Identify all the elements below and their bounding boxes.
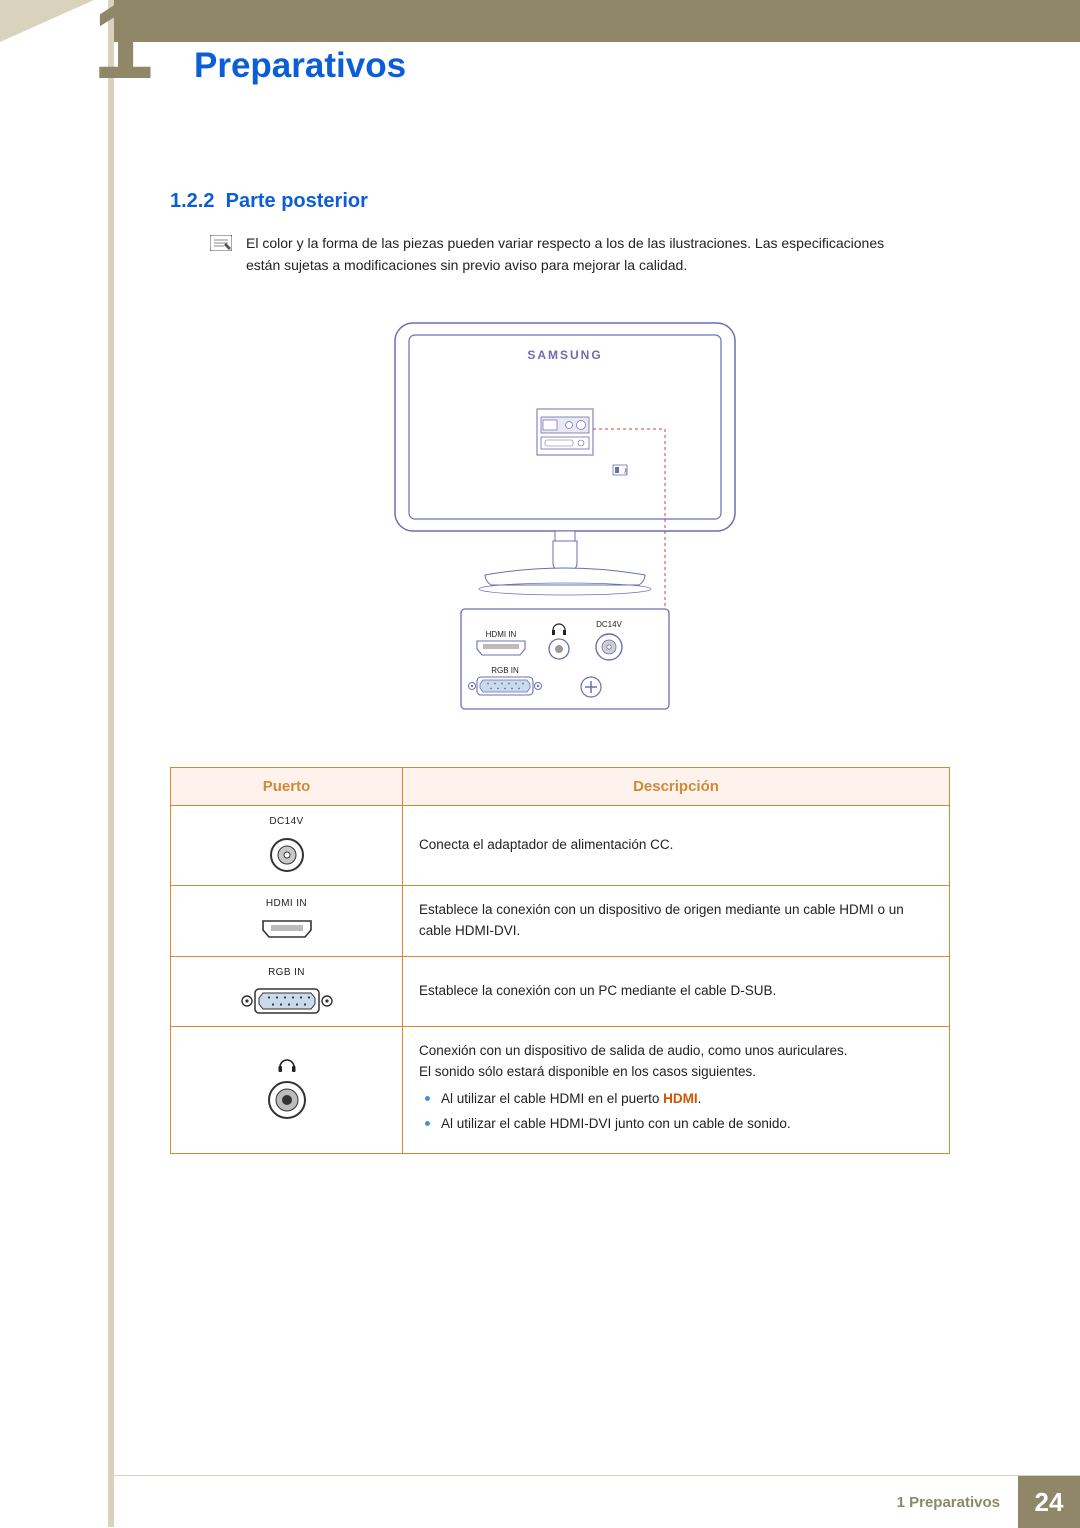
page: 1 Preparativos 1.2.2 Parte posterior El … (0, 0, 1080, 1527)
monitor-svg: SAMSUNG ⚷ (365, 317, 765, 737)
port-cell-audio (171, 1026, 403, 1153)
brand-text: SAMSUNG (527, 348, 602, 362)
footer-label: 1 Preparativos (879, 1476, 1018, 1528)
diagram-hdmi-label: HDMI IN (486, 630, 517, 639)
desc-text: Establece la conexión con un dispositivo… (419, 900, 933, 942)
content-area: 1.2.2 Parte posterior El color y la form… (170, 190, 960, 1154)
left-margin (0, 0, 108, 1527)
table-row: HDMI IN Establece la conexión con un dis… (171, 886, 950, 957)
bullet-item: Al utilizar el cable HDMI en el puerto H… (419, 1089, 933, 1110)
dc-port-icon (267, 835, 307, 875)
diagram-rgb-label: RGB IN (491, 666, 519, 675)
table-row: DC14V Conecta el adaptador de alimentaci… (171, 806, 950, 886)
bullet-list: Al utilizar el cable HDMI en el puerto H… (419, 1089, 933, 1135)
th-port: Puerto (171, 768, 403, 806)
section-heading: 1.2.2 Parte posterior (170, 190, 960, 213)
desc-cell: Establece la conexión con un dispositivo… (403, 886, 950, 957)
svg-text:⚷: ⚷ (623, 468, 628, 475)
port-table: Puerto Descripción DC14V (170, 767, 950, 1154)
desc-line-1: Conexión con un dispositivo de salida de… (419, 1041, 933, 1062)
table-row: Conexión con un dispositivo de salida de… (171, 1026, 950, 1153)
bullet-text-pre: Al utilizar el cable HDMI-DVI junto con … (441, 1116, 791, 1131)
bullet-text-pre: Al utilizar el cable HDMI en el puerto (441, 1091, 663, 1106)
hdmi-port-icon (259, 917, 315, 943)
note-line-1: El color y la forma de las piezas pueden… (210, 235, 960, 251)
port-label: DC14V (269, 816, 303, 827)
rgb-port-icon (239, 986, 335, 1016)
desc-cell: Establece la conexión con un PC mediante… (403, 956, 950, 1026)
left-accent-bar (108, 0, 114, 1527)
port-label: RGB IN (268, 967, 305, 978)
headphone-icon (277, 1058, 297, 1074)
port-cell-hdmi: HDMI IN (171, 886, 403, 957)
page-title: Preparativos (194, 46, 406, 86)
section-title: Parte posterior (226, 190, 368, 212)
desc-line-2: El sonido sólo estará disponible en los … (419, 1062, 933, 1083)
hdmi-accent: HDMI (663, 1091, 698, 1106)
note-indent (210, 257, 232, 273)
audio-jack-icon (265, 1078, 309, 1122)
desc-text: Conecta el adaptador de alimentación CC. (419, 835, 933, 856)
th-desc: Descripción (403, 768, 950, 806)
bullet-item: Al utilizar el cable HDMI-DVI junto con … (419, 1114, 933, 1135)
port-cell-dc: DC14V (171, 806, 403, 886)
footer-page-number: 24 (1018, 1476, 1080, 1528)
page-footer: 1 Preparativos 24 (114, 1475, 1080, 1527)
section-number: 1.2.2 (170, 190, 214, 212)
desc-cell: Conexión con un dispositivo de salida de… (403, 1026, 950, 1153)
desc-cell: Conecta el adaptador de alimentación CC. (403, 806, 950, 886)
diagram-dc-label: DC14V (596, 620, 622, 629)
corner-triangle (0, 0, 94, 42)
footer-right: 1 Preparativos 24 (879, 1476, 1080, 1528)
desc-text: Establece la conexión con un PC mediante… (419, 981, 933, 1002)
port-cell-rgb: RGB IN (171, 956, 403, 1026)
monitor-diagram: SAMSUNG ⚷ (365, 317, 765, 737)
bullet-text-post: . (698, 1091, 702, 1106)
note-line-2: están sujetas a modificaciones sin previ… (210, 257, 960, 273)
note-text-2: están sujetas a modificaciones sin previ… (246, 257, 687, 273)
header-bar (114, 0, 1080, 42)
note-text-1: El color y la forma de las piezas pueden… (246, 235, 884, 251)
port-label: HDMI IN (266, 898, 307, 909)
note-icon (210, 235, 232, 251)
table-row: RGB IN (171, 956, 950, 1026)
